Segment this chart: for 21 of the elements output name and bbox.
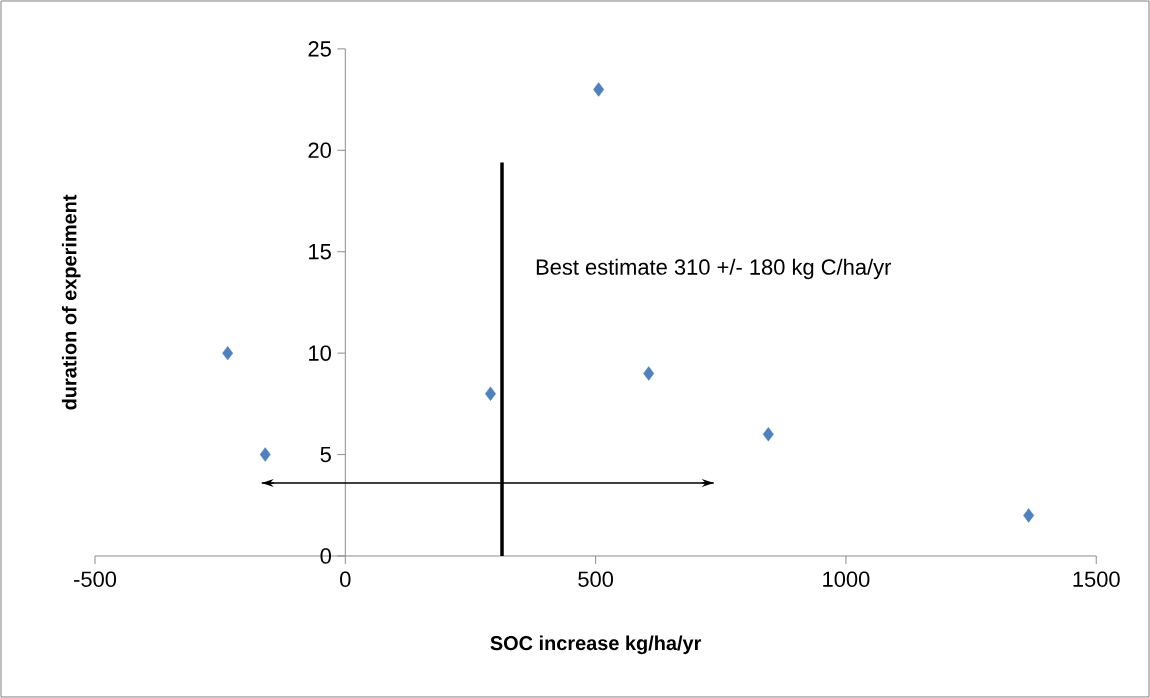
y-tick-label: 20: [308, 142, 331, 159]
point: [259, 447, 271, 462]
annotation: Best estimate 310 +/- 180 kg C/ha/yr: [536, 258, 892, 280]
point: [593, 82, 605, 97]
x-axis-title: SOC increase kg/ha/yr: [490, 635, 702, 655]
x-tick-label: 1000: [823, 571, 870, 587]
x-tick-label: 500: [578, 571, 614, 587]
y-axis-title: duration of experiment: [61, 194, 81, 410]
y-tick-label: 25: [308, 41, 331, 57]
y-tick-label: 5: [320, 446, 331, 463]
point: [222, 345, 234, 361]
x-tick-label: -500: [74, 571, 117, 587]
y-tick-label: 10: [309, 345, 331, 361]
y-tick-label: 0: [320, 548, 331, 564]
point: [643, 366, 655, 381]
x-tick-label: 1500: [1073, 571, 1120, 587]
x-tick-label: 0: [340, 571, 351, 587]
point: [485, 386, 496, 401]
y-tick-label: 15: [309, 244, 331, 260]
point: [762, 427, 774, 442]
point: [1023, 508, 1035, 523]
